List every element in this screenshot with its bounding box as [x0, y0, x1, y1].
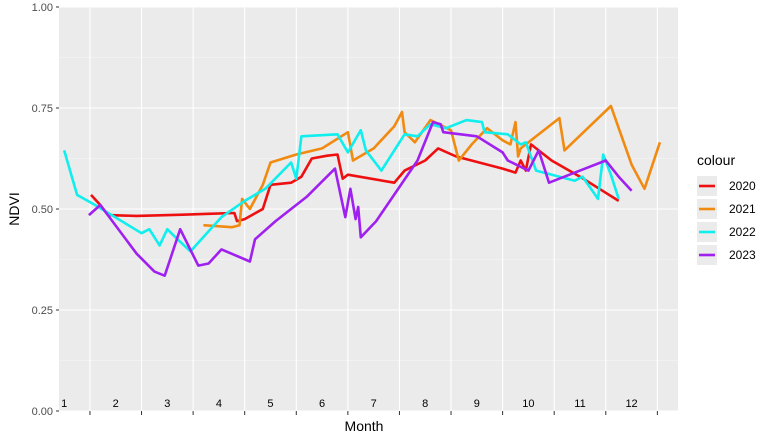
x-axis-title: Month	[345, 418, 384, 434]
x-month-label: 12	[625, 398, 637, 410]
legend-label-2023: 2023	[729, 248, 756, 262]
series-lines	[62, 104, 662, 277]
x-month-label: 3	[164, 398, 170, 410]
x-month-label: 6	[319, 398, 325, 410]
minor-gridlines	[59, 57, 678, 361]
series-line-2022	[62, 118, 620, 253]
x-month-label: 10	[522, 398, 534, 410]
legend-items: 2020 2021 2022 2023	[697, 176, 756, 265]
axes: 0.000.250.500.751.001 2 3 4 5 6 7 8 9 10 11 12	[32, 2, 658, 418]
legend-title: colour	[697, 152, 735, 168]
y-tick-label: 0.25	[32, 305, 53, 317]
y-tick-label: 0.75	[32, 103, 53, 115]
x-month-label: 8	[422, 398, 428, 410]
legend-label-2021: 2021	[729, 202, 756, 216]
series-line-2023	[88, 120, 633, 277]
x-month-label: 4	[216, 398, 222, 410]
y-tick-label: 0.00	[32, 406, 53, 418]
x-month-label: 5	[267, 398, 273, 410]
x-month-label: 11	[574, 398, 585, 410]
y-tick-label: 1.00	[32, 2, 53, 14]
x-month-label: 9	[474, 398, 480, 410]
x-month-label: 7	[371, 398, 377, 410]
legend-label-2022: 2022	[729, 225, 756, 239]
x-month-label: 2	[113, 398, 119, 410]
legend: colour 2020 2021 2022 2023	[697, 152, 756, 265]
legend-label-2020: 2020	[729, 179, 756, 193]
x-month-label: 1	[61, 398, 67, 410]
y-tick-label: 0.50	[32, 204, 53, 216]
y-axis-title: NDVI	[6, 192, 22, 225]
